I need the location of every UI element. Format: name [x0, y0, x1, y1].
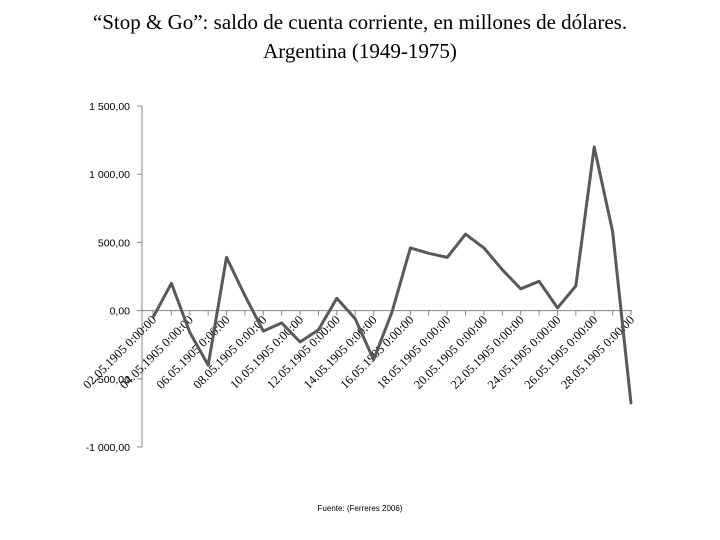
data-point: [188, 331, 191, 334]
chart-title: “Stop & Go”: saldo de cuenta corriente, …: [0, 8, 720, 66]
data-point: [629, 402, 633, 405]
data-point: [574, 284, 578, 288]
y-tick-label: 500,00: [98, 237, 130, 249]
data-point: [317, 328, 320, 331]
data-point: [427, 252, 430, 255]
y-axis-labels: 1 500,00 1 000,00 500,00 0,00 -500,00 -1 000,…: [86, 101, 131, 454]
y-tick-label: 1 500,00: [89, 101, 130, 113]
y-tick-label: -1 000,00: [86, 442, 131, 454]
data-point: [519, 287, 522, 290]
chart-axes: [137, 105, 632, 448]
data-point: [372, 358, 375, 361]
data-point: [556, 306, 559, 310]
chart-title-line2: Argentina (1949-1975): [263, 39, 457, 63]
data-point: [243, 294, 247, 297]
data-point: [390, 310, 394, 314]
data-point: [464, 233, 467, 236]
data-point: [611, 230, 614, 233]
data-point: [298, 340, 302, 344]
data-point: [537, 280, 541, 283]
data-point: [262, 329, 265, 333]
data-point: [335, 297, 339, 300]
data-point: [501, 268, 504, 271]
data-point: [482, 246, 486, 250]
data-point: [593, 145, 596, 149]
data-point: [225, 256, 228, 259]
data-point: [409, 246, 412, 250]
data-point: [170, 282, 173, 285]
data-point: [280, 321, 283, 325]
data-point: [206, 363, 210, 367]
y-tick-label: 0,00: [110, 306, 131, 318]
data-point: [445, 256, 449, 259]
data-point: [354, 317, 357, 320]
series-group: [151, 145, 633, 405]
data-point: [151, 316, 155, 319]
chart-title-line1: “Stop & Go”: saldo de cuenta corriente, …: [92, 10, 628, 34]
y-tick-label: 1 000,00: [89, 169, 130, 181]
y-tick-label: -500,00: [94, 374, 130, 386]
source-note: Fuente: (Ferreres 2006): [317, 504, 403, 513]
